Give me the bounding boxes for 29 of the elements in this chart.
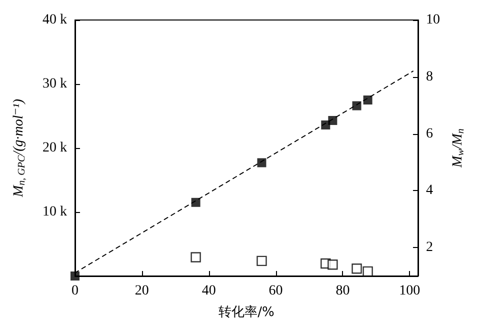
- x-tick-label: 80: [336, 284, 350, 298]
- point: [362, 266, 373, 277]
- point: [257, 158, 266, 168]
- point: [328, 116, 338, 125]
- point: [190, 252, 201, 262]
- x-tick-label: 0: [72, 284, 78, 298]
- point: [256, 256, 267, 266]
- y2-tick-label: 10: [426, 12, 440, 28]
- y2-tick-label: 2: [426, 240, 433, 256]
- point: [191, 198, 200, 207]
- y-tick-label: 10 k: [42, 204, 67, 220]
- x-tick-label: 60: [268, 284, 283, 298]
- point: [352, 264, 362, 274]
- y-axis-title: Mn, GPC/(g·mol⁻¹): [12, 98, 28, 198]
- point: [70, 272, 80, 280]
- point: [363, 96, 372, 104]
- x-tick-label: 40: [202, 284, 216, 298]
- y2-axis-title: Mw/Mn: [450, 128, 466, 168]
- x-tick-label: 20: [134, 284, 149, 298]
- point: [328, 260, 338, 270]
- y-tick-label: 30 k: [42, 76, 67, 92]
- point: [352, 101, 362, 110]
- y2-tick-label: 4: [426, 183, 433, 198]
- y2-tick-label: 6: [426, 126, 433, 142]
- y-tick-label: 20 k: [42, 140, 67, 156]
- x-tick-label: 100: [399, 284, 420, 298]
- y-tick-label: 40 k: [42, 12, 67, 28]
- x-axis-title: 转化率/%: [218, 304, 274, 320]
- y2-tick-label: 8: [426, 69, 433, 84]
